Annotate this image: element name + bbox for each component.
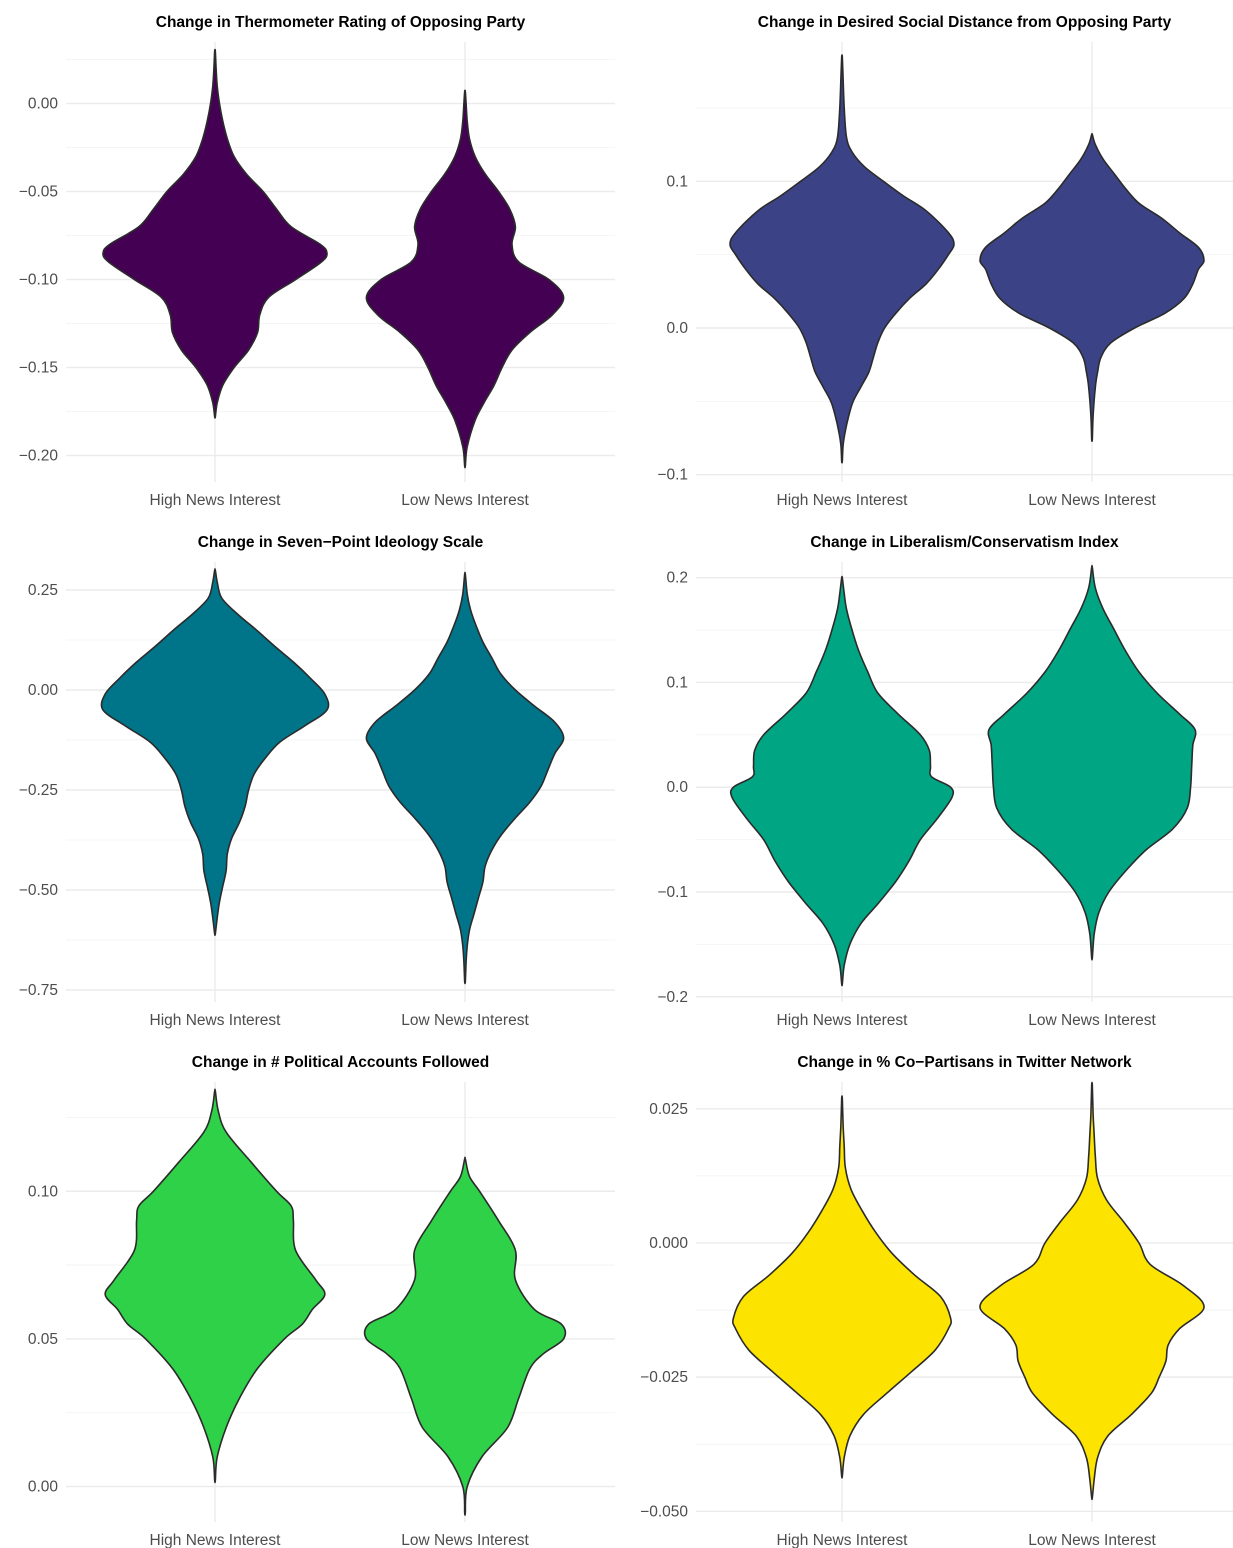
y-tick-label: 0.0 — [666, 779, 688, 796]
y-tick-label: −0.15 — [19, 360, 58, 377]
y-tick-label: −0.2 — [657, 989, 688, 1006]
x-tick-label: Low News Interest — [401, 492, 529, 509]
x-tick-label: High News Interest — [150, 1532, 282, 1548]
violin-low-news-interest — [979, 132, 1205, 443]
violin-low-news-interest — [363, 1156, 567, 1516]
y-tick-label: 0.2 — [666, 570, 688, 587]
panel-title: Change in Thermometer Rating of Opposing… — [156, 14, 526, 31]
y-tick-label: 0.00 — [28, 96, 59, 113]
y-tick-label: 0.00 — [28, 682, 59, 699]
x-tick-label: High News Interest — [777, 492, 909, 509]
violin-high-news-interest — [104, 1088, 326, 1484]
y-tick-label: −0.05 — [19, 184, 58, 201]
y-tick-label: 0.10 — [28, 1183, 59, 1200]
y-tick-label: −0.050 — [640, 1503, 688, 1520]
y-tick-label: −0.025 — [640, 1369, 688, 1386]
panel-title: Change in Seven−Point Ideology Scale — [198, 534, 484, 551]
y-tick-label: 0.25 — [28, 582, 58, 599]
x-tick-label: Low News Interest — [401, 1532, 529, 1548]
y-tick-label: 0.1 — [666, 173, 688, 190]
violin-low-news-interest — [365, 571, 565, 985]
x-tick-label: High News Interest — [777, 1012, 909, 1029]
x-tick-label: Low News Interest — [401, 1012, 529, 1029]
violin-high-news-interest — [100, 568, 330, 936]
y-tick-label: −0.75 — [19, 982, 58, 999]
y-tick-label: 0.00 — [28, 1479, 59, 1496]
y-tick-label: −0.20 — [19, 448, 59, 465]
violin-high-news-interest — [732, 1095, 952, 1479]
violin-high-news-interest — [102, 48, 328, 419]
violin-low-news-interest — [979, 1081, 1205, 1501]
panel-title: Change in Liberalism/Conservatism Index — [810, 534, 1119, 551]
y-tick-label: −0.10 — [19, 272, 59, 289]
y-tick-label: 0.0 — [666, 320, 688, 337]
violin-low-news-interest — [987, 564, 1197, 961]
panel-title: Change in % Co−Partisans in Twitter Netw… — [797, 1054, 1132, 1071]
panel-title: Change in Desired Social Distance from O… — [758, 14, 1172, 31]
violin-high-news-interest — [729, 575, 955, 987]
panel-title: Change in # Political Accounts Followed — [192, 1054, 489, 1071]
y-tick-label: 0.025 — [649, 1101, 688, 1118]
x-tick-label: High News Interest — [777, 1532, 909, 1548]
y-tick-label: −0.25 — [19, 782, 58, 799]
y-tick-label: −0.1 — [657, 467, 688, 484]
panel-2: 0.1 0.0 −0.1 High News Interest Low News Int… — [657, 14, 1233, 509]
panel-1: 0.00 −0.05 −0.10 −0.15 −0.20 High News Intere… — [19, 14, 615, 509]
x-tick-label: Low News Interest — [1028, 492, 1156, 509]
x-tick-label: Low News Interest — [1028, 1532, 1156, 1548]
panel-5: 0.10 0.05 0.00 High News Interest Low News I… — [28, 1054, 615, 1548]
y-tick-label: −0.1 — [657, 884, 688, 901]
y-tick-label: −0.50 — [19, 882, 59, 899]
x-tick-label: Low News Interest — [1028, 1012, 1156, 1029]
violin-high-news-interest — [729, 54, 955, 464]
y-tick-label: 0.05 — [28, 1331, 58, 1348]
panel-4: 0.2 0.1 0.0 −0.1 −0.2 High News Interest Low N… — [657, 534, 1233, 1029]
violin-low-news-interest — [365, 89, 565, 469]
panel-3: 0.25 0.00 −0.25 −0.50 −0.75 High News Interes… — [19, 534, 615, 1029]
y-tick-label: 0.000 — [649, 1235, 688, 1252]
x-tick-label: High News Interest — [150, 492, 282, 509]
y-tick-label: 0.1 — [666, 674, 688, 691]
panel-6: 0.025 0.000 −0.025 −0.050 High News Interest… — [640, 1054, 1233, 1548]
x-tick-label: High News Interest — [150, 1012, 282, 1029]
